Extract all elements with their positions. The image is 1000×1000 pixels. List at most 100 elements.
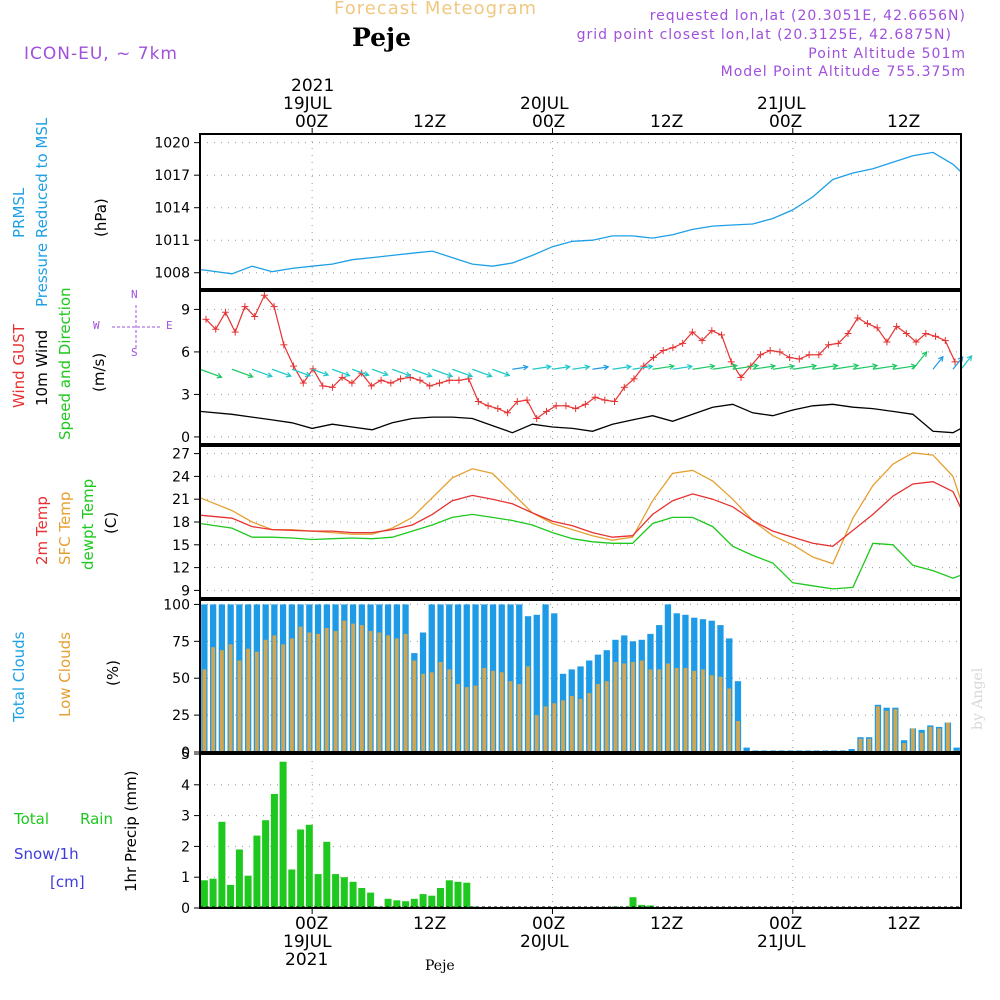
wind-arrow-head-0	[216, 372, 223, 379]
low-cloud-bar-41	[561, 700, 565, 752]
wind-arrow-head-10	[426, 372, 433, 378]
wind-arrow-32	[852, 364, 878, 370]
precip-bar-30	[463, 882, 471, 908]
gust-marker-6	[260, 291, 268, 299]
low-cloud-bar-15	[333, 631, 338, 752]
wind-arrow-head-22	[668, 363, 676, 370]
low-cloud-bar-9	[281, 644, 285, 752]
gust-marker-68	[863, 320, 871, 328]
top-tick-12z-1: 12Z	[413, 112, 447, 132]
wind-arrow-head-9	[405, 371, 412, 378]
gust-marker-54	[727, 358, 735, 366]
wind-arrow-head-23	[686, 364, 694, 370]
wind-arrow-21	[632, 365, 653, 370]
low-cloud-bar-18	[359, 625, 364, 752]
wind-arrow-head-19	[603, 364, 610, 371]
precip-bar-11	[297, 829, 305, 908]
low-cloud-bar-52	[657, 669, 662, 752]
model-altitude: Model Point Altitude 755.375m	[720, 64, 966, 80]
low-cloud-bar-3	[228, 644, 233, 752]
low-cloud-bar-47	[613, 662, 618, 752]
pressure-reduced-label: Pressure Reduced to MSL	[33, 117, 51, 307]
gust-marker-41	[601, 396, 609, 404]
bottom-tick-00z-3: 00Z	[769, 914, 803, 934]
wind-arrow-head-37	[957, 356, 964, 363]
ytick-label-wind-3: 9	[181, 302, 190, 318]
wind-arrow-head-28	[789, 363, 796, 370]
precip-bar-21	[384, 898, 392, 908]
wind-arrow-head-6	[344, 371, 351, 377]
ytick-label-temperature-4: 21	[172, 492, 190, 508]
wind-arrow-head-32	[872, 363, 879, 370]
ytick-label-precip-0: 0	[181, 901, 190, 917]
panel-frame-2	[199, 290, 962, 445]
low-cloud-bar-5	[246, 648, 250, 752]
top-year-label: 2021	[291, 76, 335, 96]
ytick-label-precip-2: 2	[181, 839, 190, 855]
gust-marker-32	[513, 398, 521, 405]
ytick-label-temperature-3: 18	[172, 515, 190, 531]
wind-arrow-head-31	[853, 363, 860, 369]
model-label: ICON-EU, ~ 7km	[24, 44, 178, 64]
wind-arrow-16	[532, 365, 551, 370]
precip-bar-25	[419, 894, 427, 908]
gust-marker-59	[776, 348, 784, 356]
low-cloud-bar-39	[543, 706, 548, 752]
wind-arrow-7	[351, 368, 369, 376]
wind-arrow-34	[892, 365, 916, 370]
gust-marker-20	[397, 375, 405, 383]
gust-marker-45	[640, 362, 648, 370]
gust-marker-73	[912, 338, 920, 346]
wind-arrow-24	[692, 365, 715, 370]
gust-marker-2	[221, 308, 229, 316]
gust-marker-70	[883, 338, 891, 346]
wind-arrow-head-30	[832, 363, 839, 370]
precip-bar-7	[262, 820, 270, 908]
wind-arrow-head-24	[709, 363, 716, 370]
low-cloud-bar-46	[604, 681, 609, 752]
total-clouds-label: Total Clouds	[10, 631, 28, 722]
ytick-label-precip-1: 1	[181, 870, 190, 886]
ytick-label-clouds-2: 50	[172, 671, 190, 687]
gust-marker-57	[756, 351, 764, 359]
low-cloud-bar-33	[491, 670, 495, 752]
gust-marker-35	[542, 407, 550, 415]
precip-bar-28	[445, 880, 453, 908]
gust-marker-61	[795, 355, 803, 363]
low-cloud-bar-61	[736, 721, 740, 752]
wind-arrow-27	[752, 365, 776, 370]
2m-temp-label: 2m Temp	[33, 496, 51, 565]
gust-marker-36	[552, 402, 560, 410]
low-cloud-bar-26	[429, 672, 434, 752]
speed-direction-label: Speed and Direction	[56, 287, 74, 440]
wind-arrow-head-26	[753, 363, 760, 369]
ytick-label-temperature-6: 27	[172, 447, 190, 463]
top-tick-12z-2: 12Z	[650, 112, 684, 132]
gust-marker-50	[688, 328, 696, 336]
gust-marker-40	[591, 393, 599, 401]
gust-marker-31	[504, 409, 512, 417]
wind-arrow-8	[372, 368, 388, 376]
wind-unit-label: (m/s)	[90, 352, 108, 392]
gust-marker-49	[679, 339, 687, 347]
low-cloud-bar-85	[946, 722, 950, 752]
gust-marker-26	[455, 376, 463, 384]
low-cloud-bar-37	[526, 666, 530, 752]
gust-marker-33	[523, 396, 531, 404]
low-cloud-bar-56	[692, 670, 697, 752]
gust-marker-58	[766, 347, 774, 354]
low-cloud-bar-34	[499, 672, 504, 752]
wind-arrow-11	[432, 368, 453, 378]
wind-arrow-35	[912, 351, 928, 370]
low-cloud-bar-49	[631, 662, 635, 752]
panel-frame-1	[199, 133, 962, 290]
wind-arrow-head-35	[921, 351, 928, 358]
wind-arrow-10	[412, 368, 432, 377]
gust-marker-4	[241, 303, 249, 311]
bottom-date-21jul: 21JUL	[757, 932, 806, 952]
precip-bar-27	[437, 888, 444, 908]
gust-marker-53	[718, 331, 726, 339]
wind-arrow-19	[592, 366, 609, 370]
gust-marker-23	[426, 382, 434, 390]
compass-e-label: E	[166, 319, 173, 332]
